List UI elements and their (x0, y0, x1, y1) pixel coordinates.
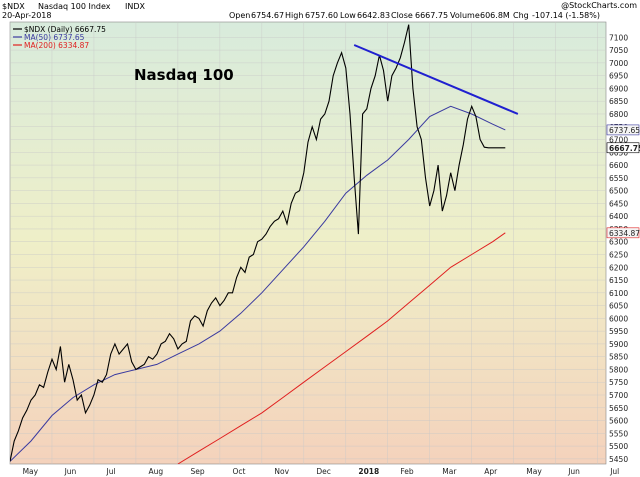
x-tick-label: Dec (316, 467, 331, 476)
chart-symbol: $NDX (2, 2, 25, 11)
price-tag-label: 6667.75 (609, 144, 640, 153)
x-tick-label: Jul (609, 467, 619, 476)
y-tick-label: 6600 (609, 161, 628, 170)
y-tick-label: 6950 (609, 72, 628, 81)
y-tick-label: 5900 (609, 340, 628, 349)
legend-label-ma200: MA(200) 6334.87 (24, 41, 89, 50)
x-tick-label: Aug (149, 467, 164, 476)
close-value: 6667.75 (415, 11, 448, 20)
series-ma200-line (177, 232, 506, 464)
volume-label: Volume (450, 11, 480, 20)
low-label: Low (340, 11, 356, 20)
y-tick-label: 6100 (609, 289, 628, 298)
chart-date: 20-Apr-2018 (2, 11, 51, 20)
price-tags: 6737.65 6667.75 6334.87 (606, 124, 640, 239)
chg-label: Chg (513, 11, 529, 20)
y-tick-label: 5950 (609, 327, 628, 336)
y-tick-label: 5750 (609, 378, 628, 387)
low-value: 6642.83 (357, 11, 390, 20)
price-tag-box (606, 227, 640, 239)
x-tick-label: 2018 (358, 467, 379, 476)
x-tick-label: Jun (64, 467, 77, 476)
y-tick-label: 6000 (609, 314, 628, 323)
chart-annotation: Nasdaq 100 (134, 66, 234, 84)
price-tag-label: 6334.87 (609, 229, 640, 238)
x-tick-label: May (23, 467, 39, 476)
y-tick-label: 5600 (609, 417, 628, 426)
open-label: Open (229, 11, 250, 20)
y-tick-label: 7050 (609, 46, 628, 55)
y-tick-label: 6500 (609, 187, 628, 196)
x-tick-label: Apr (484, 467, 498, 476)
legend-item-ma200: MA(200) 6334.87 (13, 41, 89, 50)
x-tick-label: Jun (567, 467, 580, 476)
y-tick-label: 5550 (609, 429, 628, 438)
chart-exchange: INDX (125, 2, 146, 11)
y-tick-label: 6800 (609, 110, 628, 119)
y-tick-label: 7100 (609, 33, 628, 42)
price-tag: 6737.65 (606, 124, 640, 136)
y-axis: 5450 5500 5550 5600 5650 5700 5750 5800 5850 5900… (609, 33, 628, 464)
legend-item-ma50: MA(50) 6737.65 (13, 33, 85, 42)
x-tick-label: Jul (106, 467, 116, 476)
volume-value: 606.8M (480, 11, 510, 20)
y-tick-label: 6300 (609, 238, 628, 247)
legend: $NDX (Daily) 6667.75 MA(50) 6737.65 MA(2… (13, 25, 106, 50)
watermark: @StockCharts.com (561, 1, 637, 10)
y-tick-label: 7000 (609, 59, 628, 68)
chg-value: -107.14 (-1.58%) (532, 11, 600, 20)
open-value: 6754.67 (251, 11, 284, 20)
y-tick-label: 6900 (609, 84, 628, 93)
series-price-line (10, 24, 506, 462)
price-tag-box (606, 124, 640, 136)
x-tick-label: May (526, 467, 542, 476)
y-tick-label: 6700 (609, 136, 628, 145)
high-label: High (285, 11, 303, 20)
y-tick-label: 5650 (609, 404, 628, 413)
plot-area (9, 21, 607, 465)
y-tick-label: 6400 (609, 212, 628, 221)
price-tag-box (606, 142, 640, 154)
legend-label-ma50: MA(50) 6737.65 (24, 33, 85, 42)
y-tick-label: 6850 (609, 97, 628, 106)
x-tick-label: Nov (274, 467, 289, 476)
series-ma50-line (10, 105, 506, 462)
legend-label-price: $NDX (Daily) 6667.75 (24, 25, 106, 34)
chart-name: Nasdaq 100 Index (38, 2, 111, 11)
y-tick-label: 5500 (609, 442, 628, 451)
y-tick-label: 6550 (609, 174, 628, 183)
y-tick-label: 6250 (609, 250, 628, 259)
x-tick-label: Sep (190, 467, 204, 476)
y-tick-label: 5450 (609, 455, 628, 464)
x-tick-label: Oct (232, 467, 245, 476)
y-tick-label: 5800 (609, 365, 628, 374)
close-label: Close (391, 11, 413, 20)
y-tick-label: 6050 (609, 302, 628, 311)
y-tick-label: 6150 (609, 276, 628, 285)
y-tick-label: 5700 (609, 391, 628, 400)
price-tag: 6667.75 (606, 142, 640, 154)
x-tick-label: Feb (400, 467, 414, 476)
gridlines (9, 22, 606, 464)
trendline (353, 44, 519, 115)
price-tag-label: 6737.65 (609, 126, 640, 135)
legend-item-price: $NDX (Daily) 6667.75 (13, 25, 106, 34)
x-axis: May Jun Jul Aug Sep Oct Nov Dec 2018 Feb Mar Apr May… (23, 467, 620, 476)
y-tick-label: 6200 (609, 263, 628, 272)
y-tick-label: 6450 (609, 199, 628, 208)
price-tag: 6334.87 (606, 227, 640, 239)
y-tick-label: 5850 (609, 353, 628, 362)
high-value: 6757.60 (305, 11, 338, 20)
x-tick-label: Mar (442, 467, 457, 476)
